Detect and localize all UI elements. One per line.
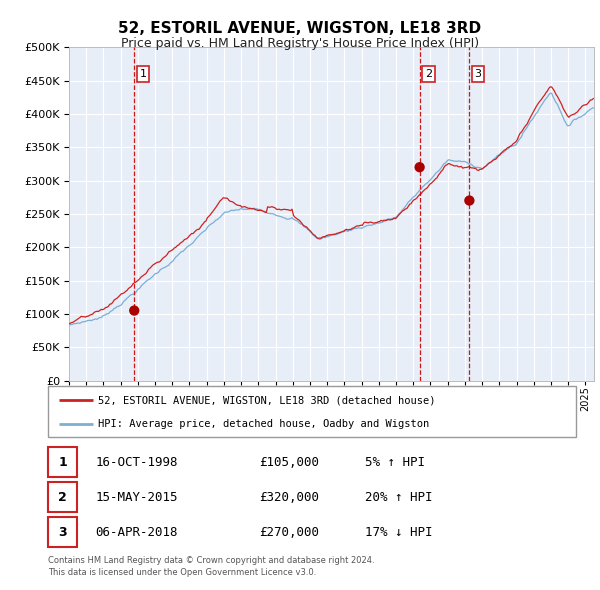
Text: 2: 2: [58, 490, 67, 504]
Text: 1: 1: [139, 69, 146, 79]
Text: 3: 3: [58, 526, 67, 539]
Text: 3: 3: [475, 69, 481, 79]
Point: [130, 306, 139, 315]
Text: 16-OCT-1998: 16-OCT-1998: [95, 455, 178, 468]
Text: 52, ESTORIL AVENUE, WIGSTON, LE18 3RD (detached house): 52, ESTORIL AVENUE, WIGSTON, LE18 3RD (d…: [98, 395, 436, 405]
Text: 20% ↑ HPI: 20% ↑ HPI: [365, 490, 432, 504]
Text: 52, ESTORIL AVENUE, WIGSTON, LE18 3RD: 52, ESTORIL AVENUE, WIGSTON, LE18 3RD: [118, 21, 482, 35]
Text: Contains HM Land Registry data © Crown copyright and database right 2024.: Contains HM Land Registry data © Crown c…: [48, 556, 374, 565]
Text: 1: 1: [58, 455, 67, 468]
Text: 06-APR-2018: 06-APR-2018: [95, 526, 178, 539]
Text: 17% ↓ HPI: 17% ↓ HPI: [365, 526, 432, 539]
FancyBboxPatch shape: [48, 482, 77, 512]
Point: [415, 162, 424, 172]
Text: HPI: Average price, detached house, Oadby and Wigston: HPI: Average price, detached house, Oadb…: [98, 419, 430, 429]
Text: £320,000: £320,000: [259, 490, 319, 504]
Text: Price paid vs. HM Land Registry's House Price Index (HPI): Price paid vs. HM Land Registry's House …: [121, 37, 479, 50]
Text: 5% ↑ HPI: 5% ↑ HPI: [365, 455, 425, 468]
Text: This data is licensed under the Open Government Licence v3.0.: This data is licensed under the Open Gov…: [48, 568, 316, 577]
FancyBboxPatch shape: [48, 447, 77, 477]
Point: [464, 196, 474, 205]
FancyBboxPatch shape: [48, 517, 77, 548]
Text: £105,000: £105,000: [259, 455, 319, 468]
Text: 15-MAY-2015: 15-MAY-2015: [95, 490, 178, 504]
FancyBboxPatch shape: [48, 386, 576, 437]
Text: £270,000: £270,000: [259, 526, 319, 539]
Text: 2: 2: [425, 69, 432, 79]
